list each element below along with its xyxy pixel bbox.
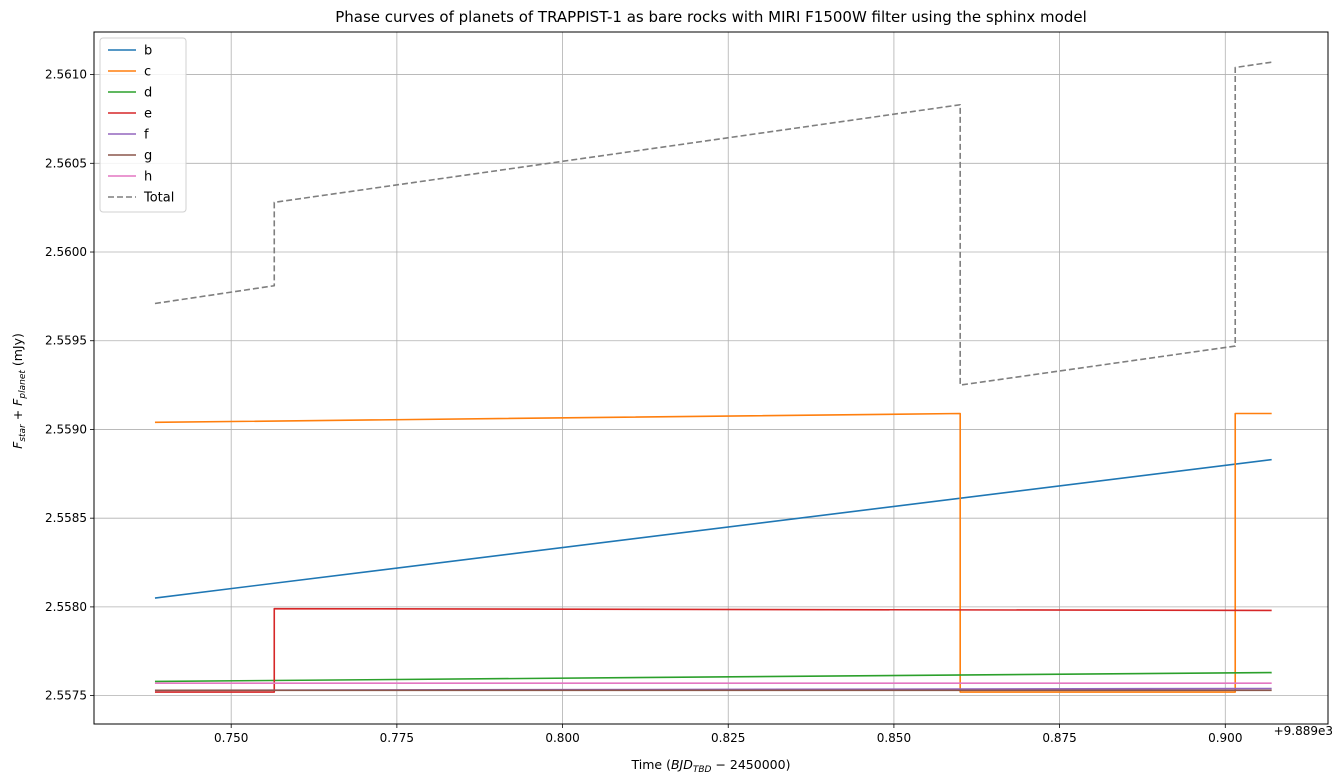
- x-tick-label: 0.775: [380, 731, 414, 745]
- x-label-prefix: Time (: [631, 757, 671, 772]
- grid: [94, 32, 1328, 724]
- x-label-math-sub: TBD: [693, 765, 712, 775]
- series-line-e: [154, 607, 1272, 693]
- legend-label: b: [144, 44, 152, 59]
- x-axis-label: Time (BJDTBD − 2450000): [631, 757, 791, 775]
- legend-label: c: [144, 65, 151, 80]
- y-tick-label: 2.5580: [45, 600, 87, 614]
- legend-label: d: [144, 86, 152, 101]
- y-tick-label: 2.5585: [45, 511, 87, 525]
- series-layer: [154, 61, 1272, 693]
- legend-label: f: [144, 128, 149, 143]
- y-tick-label: 2.5600: [45, 245, 87, 259]
- y-label-sub2: planet: [18, 370, 28, 400]
- legend-label: Total: [143, 191, 174, 206]
- x-label-math-base: BJD: [671, 757, 693, 772]
- y-tick-label: 2.5595: [45, 334, 87, 348]
- legend-label: h: [144, 170, 152, 185]
- y-label-unit: (mJy): [10, 333, 25, 370]
- plot-frame: [93, 31, 1329, 725]
- x-tick-label: 0.800: [545, 731, 579, 745]
- x-label-math-rest: − 2450000): [711, 757, 790, 772]
- legend-label: g: [144, 149, 152, 164]
- y-tick-label: 2.5605: [45, 156, 87, 170]
- x-tick-label: 0.825: [711, 731, 745, 745]
- y-label-plus: +: [10, 406, 25, 424]
- y-label-sub1: star: [18, 423, 28, 442]
- series-line-b: [154, 458, 1272, 599]
- legend-box: [99, 37, 187, 213]
- y-axis: 2.5575 2.5580 2.5585 2.5590 2.5595 2.5600 2.56…: [45, 68, 94, 703]
- y-axis-label: Fstar + Fplanet (mJy): [10, 333, 28, 449]
- plot-area: [94, 32, 1328, 724]
- series-line-total: [154, 61, 1272, 386]
- x-tick-label: 0.850: [877, 731, 911, 745]
- x-tick-label: 0.900: [1208, 731, 1242, 745]
- y-label-f2: F: [10, 398, 25, 406]
- chart-title: Phase curves of planets of TRAPPIST-1 as…: [335, 8, 1087, 26]
- legend-label: e: [144, 107, 152, 122]
- y-tick-label: 2.5610: [45, 68, 87, 82]
- series-line-c: [154, 412, 1272, 693]
- x-tick-label: 0.750: [214, 731, 248, 745]
- series-line-d: [154, 671, 1272, 683]
- x-axis: 0.750 0.775 0.800 0.825 0.850 0.875 0.900: [214, 724, 1242, 745]
- y-tick-label: 2.5590: [45, 422, 87, 436]
- y-tick-label: 2.5575: [45, 689, 87, 703]
- x-offset-label: +9.889e3: [1274, 724, 1333, 738]
- x-tick-label: 0.875: [1042, 731, 1076, 745]
- y-label-f1: F: [10, 441, 25, 449]
